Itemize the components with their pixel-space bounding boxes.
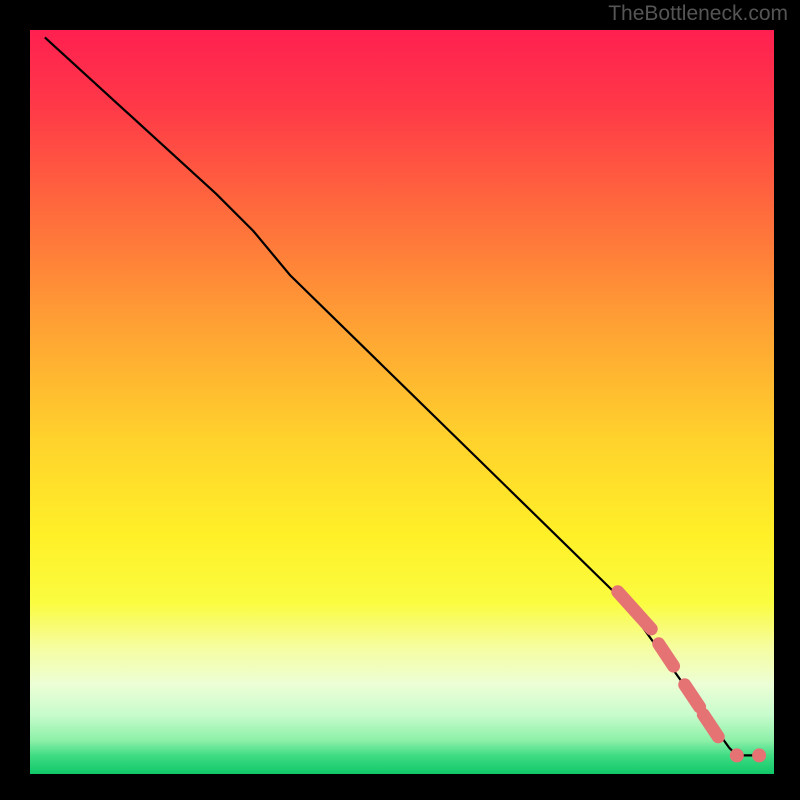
chart-frame: TheBottleneck.com	[0, 0, 800, 800]
gradient-background	[30, 30, 774, 774]
plot-area	[30, 30, 774, 774]
marker-dot	[752, 748, 766, 762]
marker-dot	[730, 748, 744, 762]
chart-svg	[0, 0, 800, 800]
watermark-text: TheBottleneck.com	[608, 2, 788, 26]
